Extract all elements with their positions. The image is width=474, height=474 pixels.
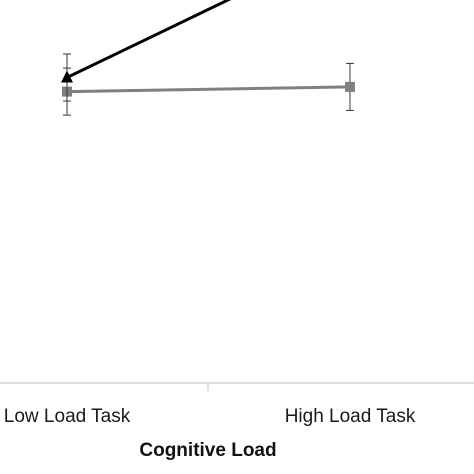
data-point-square xyxy=(345,81,355,92)
series-square-line xyxy=(66,85,351,94)
x-tick-label-high-load: High Load Task xyxy=(285,406,416,427)
series-triangle-line xyxy=(66,0,232,79)
x-axis-title: Cognitive Load xyxy=(139,440,276,461)
x-tick-label-low-load: Low Load Task xyxy=(4,406,131,427)
data-point-triangle xyxy=(61,70,73,83)
plot-area xyxy=(61,0,355,116)
